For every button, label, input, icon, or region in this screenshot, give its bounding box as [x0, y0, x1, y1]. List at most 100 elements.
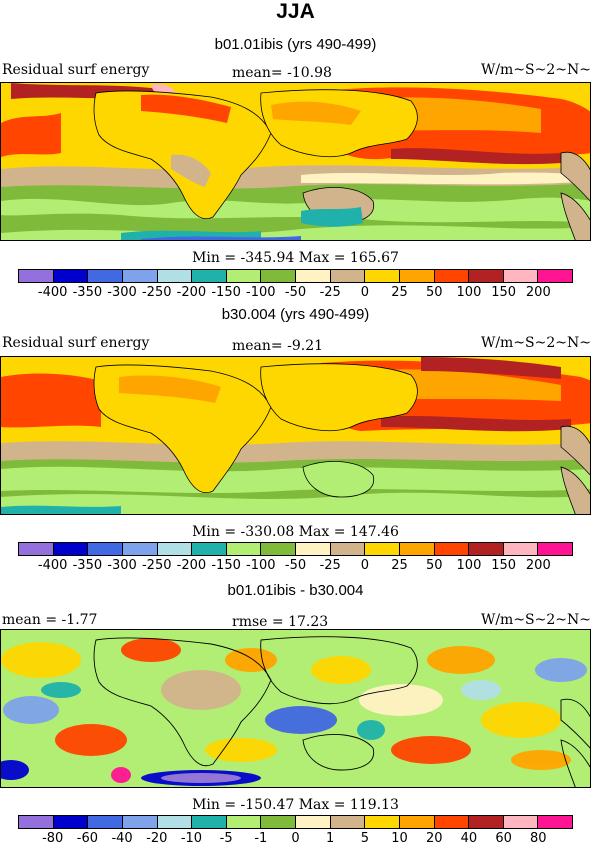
colorbar-swatch — [53, 270, 89, 282]
colorbar-swatch — [469, 270, 504, 282]
colorbar-tick-label: 25 — [391, 558, 408, 573]
colorbar-tick-label: 0 — [291, 831, 300, 846]
colorbar-swatch — [538, 816, 572, 828]
panel-3-map-field — [1, 630, 590, 787]
colorbar-swatch — [192, 816, 227, 828]
colorbar-swatch — [330, 816, 366, 828]
colorbar-tick-label: -60 — [76, 831, 98, 846]
panel-1-units-label: W/m~S~2~N~ — [480, 62, 591, 78]
panel-1-variable-label: Residual surf energy — [2, 62, 150, 78]
colorbar-tick-label: 5 — [360, 831, 370, 846]
colorbar-swatch — [19, 270, 54, 282]
colorbar-tick-label: -150 — [211, 285, 241, 300]
colorbar-swatch — [261, 270, 296, 282]
colorbar-tick-label: -100 — [246, 285, 276, 300]
colorbar-tick-label: -50 — [284, 285, 307, 300]
colorbar-tick-label: -300 — [107, 558, 137, 573]
panel-2-title: b30.004 (yrs 490-499) — [221, 306, 370, 323]
panel-3-title: b01.01ibis - b30.004 — [227, 582, 364, 599]
colorbar-swatch — [434, 543, 470, 555]
colorbar-tick-label: -50 — [284, 558, 307, 573]
colorbar-swatch — [53, 816, 89, 828]
colorbar-swatch — [19, 543, 54, 555]
colorbar-tick-label: 150 — [491, 285, 517, 300]
colorbar-swatch — [538, 543, 572, 555]
panel-2-map — [0, 356, 591, 515]
colorbar-swatch — [226, 270, 262, 282]
colorbar-swatch — [53, 543, 89, 555]
colorbar-swatch — [434, 270, 470, 282]
colorbar-swatch — [122, 816, 158, 828]
colorbar-tick-label: 0 — [360, 558, 370, 573]
panel-2-min-max: Min = -330.08 Max = 147.46 — [192, 524, 399, 540]
colorbar-swatch — [503, 543, 539, 555]
colorbar-tick-label: 40 — [460, 831, 478, 846]
panel-2-mean-label: mean= -9.21 — [232, 338, 324, 354]
colorbar-swatch — [503, 270, 539, 282]
colorbar-swatch — [192, 543, 227, 555]
colorbar-tick-label: -20 — [146, 831, 168, 846]
colorbar-swatch — [365, 543, 400, 555]
panel-1-map-field — [1, 83, 590, 240]
colorbar-tick-label: 100 — [456, 285, 482, 300]
colorbar-tick-label: -5 — [219, 831, 233, 846]
colorbar-tick-label: -80 — [42, 831, 64, 846]
colorbar-tick-label: 10 — [391, 831, 408, 846]
panel-3-units-label: W/m~S~2~N~ — [480, 612, 591, 628]
colorbar-swatch — [296, 543, 331, 555]
colorbar-swatch — [122, 270, 158, 282]
colorbar-tick-label: 0 — [360, 285, 370, 300]
colorbar-tick-label: -250 — [141, 558, 172, 573]
colorbar-tick-label: -40 — [111, 831, 133, 846]
panel-3-colorbar — [18, 815, 573, 829]
colorbar-swatch — [296, 270, 331, 282]
colorbar-tick-label: 25 — [391, 285, 408, 300]
colorbar-swatch — [19, 816, 54, 828]
colorbar-tick-label: 1 — [326, 831, 335, 846]
colorbar-tick-label: 50 — [425, 285, 443, 300]
panel-1-min-max: Min = -345.94 Max = 165.67 — [192, 250, 399, 266]
colorbar-tick-label: 100 — [456, 558, 482, 573]
colorbar-swatch — [88, 816, 123, 828]
colorbar-tick-label: 150 — [491, 558, 517, 573]
colorbar-swatch — [434, 816, 470, 828]
colorbar-tick-label: -150 — [211, 558, 241, 573]
panel-3-mean-label: mean = -1.77 — [2, 612, 98, 628]
colorbar-swatch — [538, 270, 572, 282]
colorbar-tick-label: -250 — [141, 285, 172, 300]
colorbar-tick-label: -300 — [107, 285, 137, 300]
panel-1-colorbar — [18, 269, 573, 283]
colorbar-tick-label: -400 — [37, 558, 68, 573]
season-title: JJA — [276, 0, 315, 23]
colorbar-tick-label: -200 — [176, 285, 207, 300]
panel-2-colorbar — [18, 542, 573, 556]
colorbar-tick-label: -350 — [72, 285, 103, 300]
panel-2-colorbar-ticks: -400 -350 -300 -250 -200 -150 -100 -50 -25 0 25 50 1… — [18, 558, 573, 573]
colorbar-swatch — [503, 816, 539, 828]
colorbar-swatch — [226, 543, 262, 555]
colorbar-swatch — [226, 816, 262, 828]
colorbar-swatch — [157, 816, 193, 828]
colorbar-swatch — [399, 816, 435, 828]
colorbar-tick-label: -25 — [319, 558, 341, 573]
panel-2-map-field — [1, 357, 590, 514]
colorbar-tick-label: -25 — [319, 285, 341, 300]
panel-3-min-max: Min = -150.47 Max = 119.13 — [192, 797, 399, 813]
colorbar-tick-label: -100 — [246, 558, 276, 573]
colorbar-tick-label: 50 — [425, 558, 443, 573]
colorbar-swatch — [365, 816, 400, 828]
colorbar-tick-label: 20 — [425, 831, 443, 846]
colorbar-swatch — [399, 543, 435, 555]
colorbar-tick-label: 200 — [525, 558, 551, 573]
panel-1-mean-label: mean= -10.98 — [232, 65, 332, 81]
colorbar-swatch — [296, 816, 331, 828]
colorbar-swatch — [157, 270, 193, 282]
panel-1-colorbar-ticks: -400 -350 -300 -250 -200 -150 -100 -50 -25 0 25 50 1… — [18, 285, 573, 300]
colorbar-swatch — [88, 543, 123, 555]
panel-1-map — [0, 82, 591, 241]
colorbar-swatch — [122, 543, 158, 555]
colorbar-tick-label: -400 — [37, 285, 68, 300]
colorbar-swatch — [261, 543, 296, 555]
panel-3-map — [0, 629, 591, 788]
colorbar-swatch — [330, 543, 366, 555]
